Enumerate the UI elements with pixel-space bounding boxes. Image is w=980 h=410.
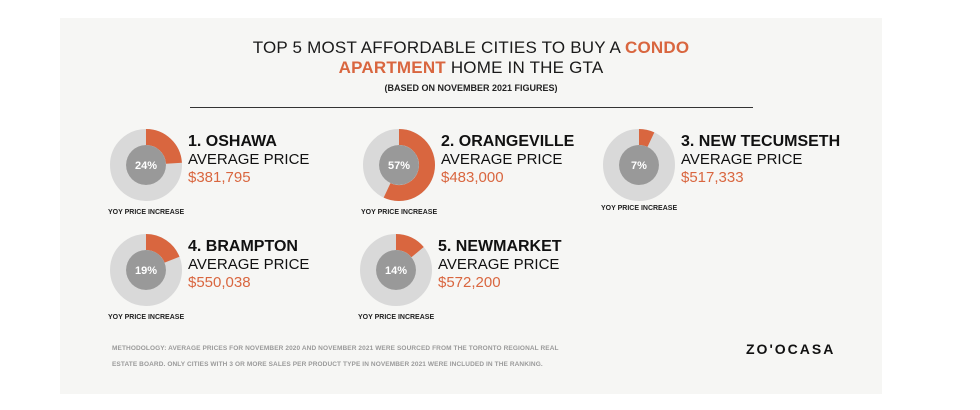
donut-chart-4: 19% [110, 234, 182, 306]
donut-slice [395, 234, 424, 258]
title-text-1a: TOP 5 MOST AFFORDABLE CITIES TO BUY A [252, 38, 621, 57]
city-item-5: 14% 5. NEWMARKET AVERAGE PRICE $572,200 … [358, 234, 620, 344]
city-item-2: 57% 2. ORANGEVILLE AVERAGE PRICE $483,00… [361, 129, 623, 239]
city-name: 3. NEW TECUMSETH [681, 133, 841, 150]
average-price-label: AVERAGE PRICE [441, 151, 563, 168]
average-price-label: AVERAGE PRICE [438, 256, 560, 273]
average-price-value: $483,000 [441, 169, 504, 186]
donut-slice [638, 129, 655, 148]
donut-center [126, 145, 166, 185]
donut-percent-label: 14% [385, 265, 407, 277]
city-name: 5. NEWMARKET [438, 238, 562, 255]
title-line-2: APARTMENT HOME IN THE GTA [60, 58, 882, 78]
yoy-label: YOY PRICE INCREASE [361, 209, 438, 216]
yoy-label: YOY PRICE INCREASE [358, 314, 435, 321]
average-price-value: $381,795 [188, 169, 251, 186]
subtitle: (BASED ON NOVEMBER 2021 FIGURES) [384, 83, 558, 93]
average-price-value: $517,333 [681, 169, 744, 186]
donut-center [379, 145, 419, 185]
donut-percent-label: 19% [135, 265, 157, 277]
donut-chart-2: 57% [363, 129, 435, 201]
city-name: 4. BRAMPTON [188, 238, 298, 255]
title-highlight-condo: CONDO [625, 38, 690, 57]
title-line-1: TOP 5 MOST AFFORDABLE CITIES TO BUY A CO… [60, 38, 882, 58]
yoy-label: YOY PRICE INCREASE [108, 314, 185, 321]
donut-percent-label: 7% [631, 160, 647, 172]
donut-center [376, 250, 416, 290]
average-price-label: AVERAGE PRICE [188, 256, 310, 273]
methodology-line-2: ESTATE BOARD. ONLY CITIES WITH 3 OR MORE… [112, 361, 543, 368]
yoy-label: YOY PRICE INCREASE [108, 209, 185, 216]
average-price-value: $572,200 [438, 274, 501, 291]
yoy-label: YOY PRICE INCREASE [601, 205, 678, 212]
donut-percent-label: 57% [388, 160, 410, 172]
methodology-line-1: METHODOLOGY: AVERAGE PRICES FOR NOVEMBER… [112, 345, 559, 352]
donut-slice [383, 129, 435, 201]
donut-slice [145, 234, 180, 264]
donut-chart-3: 7% [603, 129, 675, 201]
zoocasa-logo: ZO'OCASA [746, 341, 836, 357]
average-price-value: $550,038 [188, 274, 251, 291]
donut-center [126, 250, 166, 290]
donut-percent-label: 24% [135, 160, 157, 172]
donut-chart-5: 14% [360, 234, 432, 306]
average-price-label: AVERAGE PRICE [681, 151, 803, 168]
donut-center [619, 145, 659, 185]
donut-slice [145, 129, 182, 165]
title-text-2b: HOME IN THE GTA [450, 58, 604, 77]
donut-chart-1: 24% [110, 129, 182, 201]
city-name: 1. OSHAWA [188, 133, 277, 150]
average-price-label: AVERAGE PRICE [188, 151, 310, 168]
infographic-card: TOP 5 MOST AFFORDABLE CITIES TO BUY A CO… [60, 18, 882, 394]
divider [190, 107, 753, 108]
city-name: 2. ORANGEVILLE [441, 133, 575, 150]
city-item-3: 7% 3. NEW TECUMSETH AVERAGE PRICE $517,3… [601, 129, 863, 239]
city-item-4: 19% 4. BRAMPTON AVERAGE PRICE $550,038 Y… [108, 234, 370, 344]
title-highlight-apartment: APARTMENT [338, 58, 446, 77]
city-item-1: 24% 1. OSHAWA AVERAGE PRICE $381,795 YOY… [108, 129, 370, 239]
